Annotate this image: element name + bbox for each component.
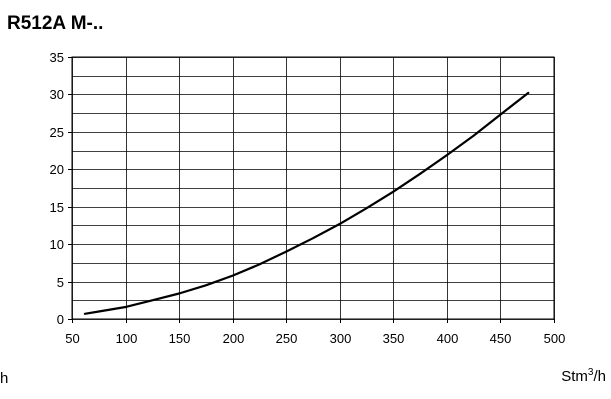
chart-title: R512A M-.. — [7, 13, 104, 34]
x-tick-label: 500 — [544, 331, 566, 346]
y-tick-label: 35 — [50, 50, 64, 65]
y-tick-label: 15 — [50, 200, 64, 215]
plot-frame — [71, 56, 555, 320]
series-line — [83, 91, 530, 315]
x-tick-label: 450 — [490, 331, 512, 346]
y-tick-label: 5 — [57, 275, 64, 290]
axis-ticks — [68, 57, 555, 323]
x-tick-label: 300 — [330, 331, 352, 346]
y-tick-label: 10 — [50, 237, 64, 252]
y-tick-label: 25 — [50, 125, 64, 140]
grid-lines — [72, 57, 555, 320]
y-tick-label: 20 — [50, 162, 64, 177]
x-tick-label: 150 — [169, 331, 191, 346]
x-tick-label: 400 — [437, 331, 459, 346]
x-tick-label: 250 — [276, 331, 298, 346]
x-axis-unit-left: h — [0, 370, 9, 387]
x-tick-label: 100 — [116, 331, 138, 346]
x-axis-unit-text: Stm3/h — [561, 367, 606, 385]
x-tick-label: 200 — [223, 331, 245, 346]
x-tick-label: 50 — [65, 331, 79, 346]
x-tick-label: 350 — [383, 331, 405, 346]
x-axis-unit-label: Stm3/h — [561, 367, 606, 385]
series-lines — [83, 91, 530, 315]
axis-tick-labels: 0 5 10 15 20 25 30 35 50 100 150 200 250 300 350 400 450… — [50, 50, 566, 346]
y-tick-label: 30 — [50, 87, 64, 102]
y-tick-label: 0 — [57, 312, 64, 327]
